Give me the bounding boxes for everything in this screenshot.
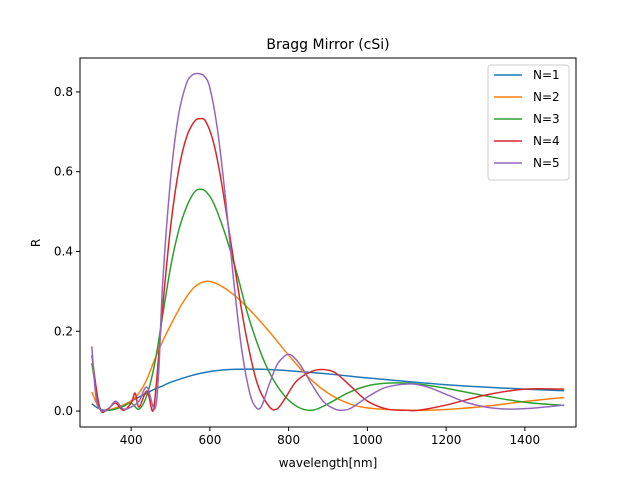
legend-entry-label: N=3 xyxy=(533,112,560,126)
axis-ticks: 400 600 800 1000 1200 1400 0.0 0.2 0.4 0.6 0.8 xyxy=(54,85,540,447)
y-tick-label: 0.2 xyxy=(54,324,73,338)
y-tick-label: 0.0 xyxy=(54,404,73,418)
series-line-3 xyxy=(91,188,565,413)
series-line-4 xyxy=(91,117,565,414)
x-tick-label: 1400 xyxy=(510,433,541,447)
x-tick-label: 1000 xyxy=(352,433,383,447)
chart-title: Bragg Mirror (cSi) xyxy=(266,37,389,53)
y-tick-label: 0.4 xyxy=(54,244,73,258)
legend-entry-label: N=4 xyxy=(533,134,560,148)
legend: N=1 N=2 N=3 N=4 N=5 xyxy=(487,64,570,181)
plot-area xyxy=(91,72,565,414)
x-tick-label: 600 xyxy=(198,433,221,447)
x-tick-label: 400 xyxy=(120,433,143,447)
y-axis-label: R xyxy=(29,239,43,247)
legend-box xyxy=(487,64,570,181)
x-tick-label: 800 xyxy=(277,433,300,447)
series-line-5 xyxy=(91,72,565,412)
y-tick-label: 0.8 xyxy=(54,85,73,99)
legend-entry-label: N=1 xyxy=(533,68,560,82)
axes-frame xyxy=(79,57,577,428)
x-tick-label: 1200 xyxy=(431,433,462,447)
x-axis-label: wavelength[nm] xyxy=(279,456,378,470)
legend-entry-label: N=5 xyxy=(533,156,560,170)
legend-entry-label: N=2 xyxy=(533,90,560,104)
y-tick-label: 0.6 xyxy=(54,165,73,179)
